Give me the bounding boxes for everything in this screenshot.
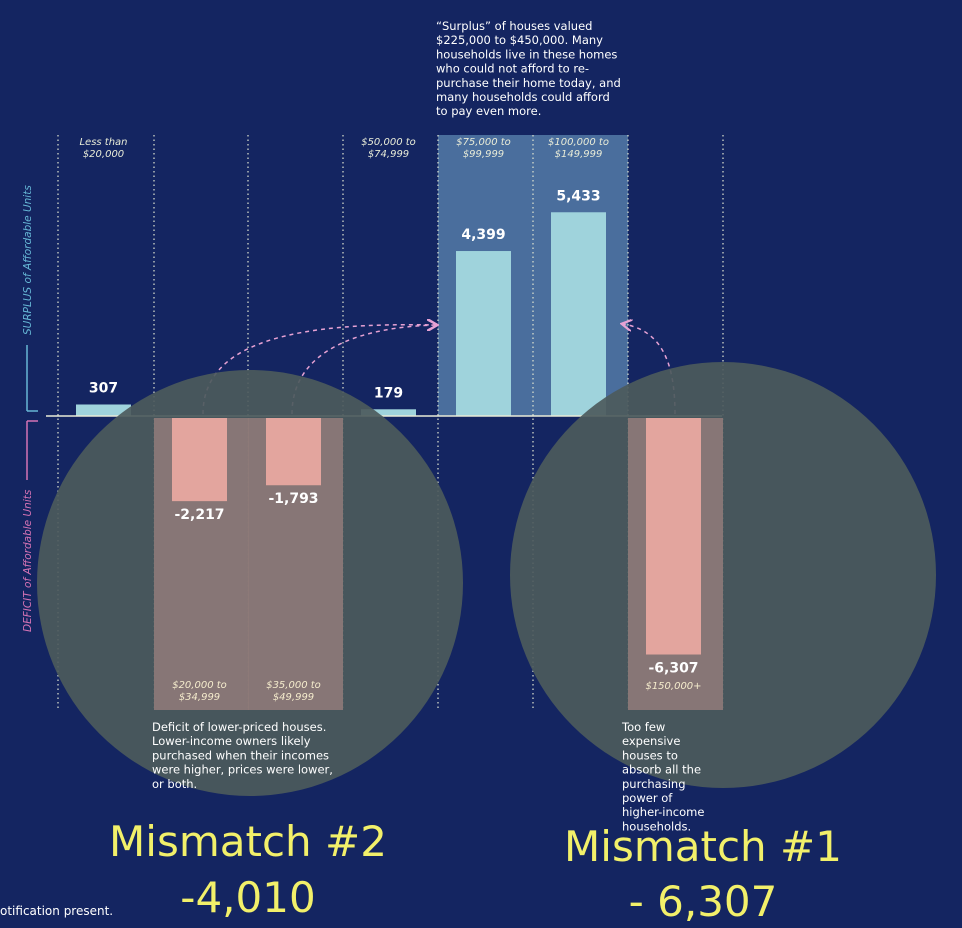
- value-label: 5,433: [556, 188, 600, 204]
- deficit-annotation: or both.: [152, 777, 197, 791]
- bar--50-000-to-74-999: [361, 409, 416, 416]
- expensive-annotation: power of: [622, 791, 673, 805]
- deficit-annotation: were higher, prices were lower,: [152, 763, 333, 777]
- expensive-annotation: houses to: [622, 748, 678, 762]
- expensive-annotation: expensive: [622, 734, 680, 748]
- category-label: $75,000 to: [456, 137, 511, 148]
- deficit-bar-fill: [646, 418, 701, 655]
- mismatch-2-value: -4,010: [180, 873, 315, 922]
- surplus-annotation: “Surplus” of houses valued: [436, 19, 592, 33]
- mismatch-2-title: Mismatch #2: [109, 817, 387, 866]
- notification-text: otification present.: [0, 904, 113, 918]
- value-label: 307: [89, 380, 118, 396]
- category-label: $20,000: [83, 149, 124, 160]
- mismatch-1-title: Mismatch #1: [564, 822, 842, 871]
- category-label: $74,999: [368, 149, 409, 160]
- deficit-bar-fill: [266, 418, 321, 486]
- category-label: $50,000 to: [361, 137, 416, 148]
- value-label: -6,307: [648, 661, 698, 677]
- surplus-annotation: households live in these homes: [436, 47, 617, 61]
- value-label: -2,217: [174, 507, 224, 523]
- arrow-deficit2-to-surplus: [291, 325, 436, 415]
- surplus-annotation: $225,000 to $450,000. Many: [436, 33, 603, 47]
- deficit-annotation: purchased when their incomes: [152, 748, 329, 762]
- expensive-annotation: higher-income: [622, 805, 704, 819]
- surplus-annotation: who could not afford to re-: [436, 62, 589, 76]
- category-label: $20,000 to: [172, 680, 227, 691]
- deficit-axis-label: DEFICIT of Affordable Units: [22, 489, 34, 632]
- bar-less-than-20-000: [76, 404, 131, 416]
- expensive-annotation: absorb all the: [622, 763, 701, 777]
- expensive-annotation: purchasing: [622, 777, 686, 791]
- category-label: $49,999: [273, 692, 314, 703]
- surplus-annotation: purchase their home today, and: [436, 76, 621, 90]
- category-label: $34,999: [179, 692, 220, 703]
- category-label: Less than: [79, 137, 127, 148]
- bar--75-000-to-99-999: [456, 251, 511, 416]
- category-label: $100,000 to: [548, 137, 609, 148]
- value-label: 179: [374, 385, 403, 401]
- category-label: $149,999: [555, 149, 603, 160]
- expensive-annotation: Too few: [621, 720, 665, 734]
- bar--100-000-to-149-999: [551, 212, 606, 416]
- deficit-bar-fill: [172, 418, 227, 502]
- surplus-annotation: many households could afford: [436, 90, 610, 104]
- surplus-annotation: to pay even more.: [436, 104, 541, 118]
- category-label: $99,999: [463, 149, 504, 160]
- value-label: 4,399: [461, 227, 505, 243]
- deficit-annotation: Deficit of lower-priced houses.: [152, 720, 326, 734]
- category-label: $35,000 to: [266, 680, 321, 691]
- value-label: -1,793: [268, 491, 318, 507]
- category-label: $150,000+: [645, 681, 701, 692]
- deficit-annotation: Lower-income owners likely: [152, 734, 311, 748]
- mismatch-1-value: - 6,307: [629, 877, 778, 926]
- surplus-axis-label: SURPLUS of Affordable Units: [22, 185, 34, 335]
- expensive-annotation: households.: [622, 819, 691, 833]
